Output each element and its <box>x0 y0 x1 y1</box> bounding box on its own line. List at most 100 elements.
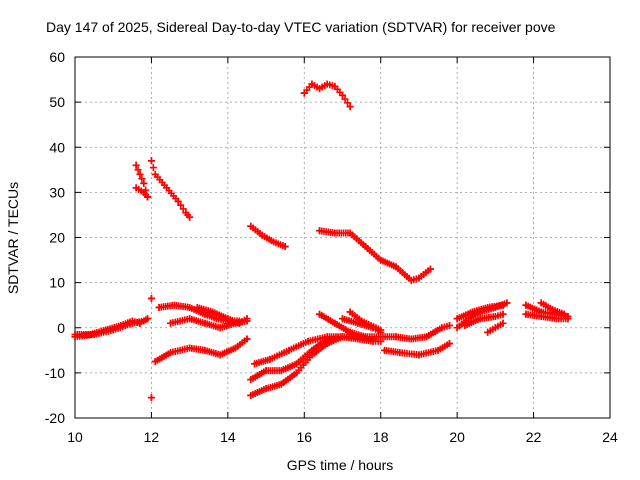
data-point <box>453 315 461 323</box>
data-point <box>201 319 209 327</box>
series-arc-10 <box>167 315 251 332</box>
data-point <box>361 333 369 341</box>
data-point <box>407 335 415 343</box>
data-point <box>128 319 136 327</box>
data-point <box>277 380 285 388</box>
data-point <box>446 340 453 348</box>
data-point <box>243 335 251 343</box>
data-point <box>277 367 285 375</box>
data-point <box>446 321 453 329</box>
data-point <box>232 344 239 352</box>
series-arc-25 <box>484 319 507 336</box>
data-point <box>361 243 369 251</box>
data-point <box>549 306 557 314</box>
x-tick-label: 16 <box>296 429 312 445</box>
data-point <box>270 238 278 246</box>
data-point <box>247 391 255 399</box>
y-tick-label: 40 <box>49 139 65 155</box>
series-arc-23 <box>453 301 507 323</box>
data-point <box>484 328 492 336</box>
series-arc-12 <box>247 222 289 251</box>
x-tick-label: 20 <box>449 429 465 445</box>
series-arc-18 <box>316 310 453 343</box>
data-point <box>346 103 354 111</box>
data-point <box>537 312 545 320</box>
series-arc-20 <box>346 308 385 334</box>
data-point <box>553 315 560 323</box>
data-point <box>316 227 324 235</box>
data-point <box>151 358 159 366</box>
data-point <box>300 89 308 97</box>
data-point <box>285 346 293 354</box>
data-point <box>243 315 251 323</box>
data-point <box>369 337 377 345</box>
data-point <box>262 367 270 375</box>
data-point <box>167 319 175 327</box>
data-point <box>426 265 434 273</box>
data-point <box>140 317 148 325</box>
data-point <box>396 349 404 357</box>
data-point <box>293 369 301 377</box>
data-point <box>136 170 144 178</box>
y-tick-label: -20 <box>45 410 65 426</box>
series-arc-24 <box>461 310 507 329</box>
x-tick-label: 14 <box>220 429 236 445</box>
data-point <box>293 360 301 368</box>
data-point <box>346 308 354 316</box>
series-arc-21 <box>381 340 453 359</box>
data-point <box>281 243 289 251</box>
data-point <box>323 80 331 88</box>
y-tick-label: 30 <box>49 184 65 200</box>
x-tick-label: 12 <box>144 429 160 445</box>
data-point <box>346 328 354 336</box>
y-tick-label: 60 <box>49 49 65 65</box>
data-point <box>193 303 201 311</box>
data-point <box>109 326 117 334</box>
data-point <box>491 312 499 320</box>
data-point <box>503 299 511 307</box>
data-point <box>71 333 79 341</box>
data-point <box>174 197 182 205</box>
data-point <box>216 324 224 332</box>
series-markers <box>316 227 434 284</box>
series-arc-11 <box>193 303 251 327</box>
data-point <box>186 303 194 311</box>
data-point <box>132 161 140 169</box>
data-point <box>339 333 346 341</box>
data-point <box>147 394 155 402</box>
y-tick-label: 0 <box>57 320 65 336</box>
x-tick-label: 22 <box>526 429 542 445</box>
series-arc-04 <box>132 184 152 201</box>
data-point <box>316 310 324 318</box>
data-point <box>247 222 255 230</box>
data-point <box>186 344 194 352</box>
data-point <box>354 335 362 343</box>
data-point <box>316 85 324 93</box>
data-point <box>331 82 339 90</box>
series-markers <box>71 315 152 341</box>
series-arc-07 <box>147 394 155 402</box>
y-axis-label: SDTVAR / TECUs <box>5 182 21 294</box>
data-point <box>258 231 266 239</box>
series-arc-06 <box>147 294 155 302</box>
data-point <box>358 317 366 325</box>
y-tick-label: 20 <box>49 230 65 246</box>
data-point <box>216 351 224 359</box>
data-point <box>262 385 270 393</box>
data-point <box>201 346 209 354</box>
data-point <box>499 319 507 327</box>
series-arc-16 <box>300 80 354 111</box>
data-point <box>537 299 545 307</box>
data-point <box>167 349 175 357</box>
data-point <box>209 308 217 316</box>
data-point <box>522 301 530 309</box>
series-arc-02 <box>71 315 152 341</box>
data-point <box>144 315 152 323</box>
data-point <box>392 263 400 271</box>
data-point <box>323 333 331 341</box>
data-point <box>144 193 152 201</box>
data-points <box>71 80 572 402</box>
data-point <box>339 91 346 99</box>
data-point <box>182 209 190 217</box>
